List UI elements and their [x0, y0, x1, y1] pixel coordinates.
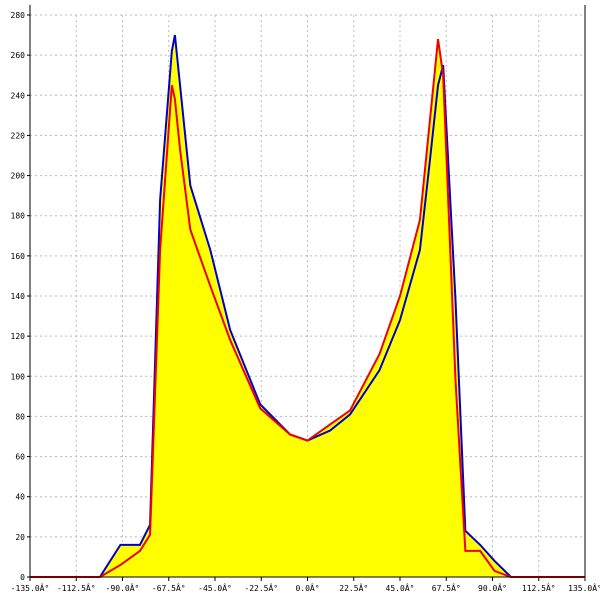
y-tick-label: 0 [20, 573, 25, 582]
y-tick-label: 280 [11, 11, 26, 20]
y-tick-label: 160 [11, 252, 26, 261]
y-tick-label: 20 [15, 533, 25, 542]
y-tick-label: 120 [11, 332, 26, 341]
x-tick-label: 0.0Â° [295, 582, 319, 593]
x-tick-label: -22.5Â° [244, 582, 278, 593]
x-tick-label: 22.5Â° [339, 582, 368, 593]
y-tick-label: 200 [11, 172, 26, 181]
y-tick-label: 60 [15, 453, 25, 462]
x-tick-label: 67.5Â° [432, 582, 461, 593]
y-tick-label: 80 [15, 412, 25, 421]
y-tick-label: 240 [11, 91, 26, 100]
x-tick-label: -67.5Â° [152, 582, 186, 593]
x-tick-label: 112.5Â° [522, 582, 556, 593]
y-tick-label: 40 [15, 493, 25, 502]
x-tick-label: -112.5Â° [57, 582, 96, 593]
y-tick-label: 100 [11, 372, 26, 381]
y-tick-label: 140 [11, 292, 26, 301]
x-tick-label: -135.0Â° [11, 582, 50, 593]
x-tick-label: -45.0Â° [198, 582, 232, 593]
y-tick-label: 220 [11, 131, 26, 140]
series-line [30, 38, 585, 578]
x-tick-label: -90.0Â° [106, 582, 140, 593]
x-tick-label: 90.0Â° [478, 582, 507, 593]
y-tick-label: 180 [11, 212, 26, 221]
x-tick-label: 135.0Â° [568, 582, 600, 593]
y-tick-label: 260 [11, 51, 26, 60]
x-tick-label: 45.0Â° [386, 582, 415, 593]
